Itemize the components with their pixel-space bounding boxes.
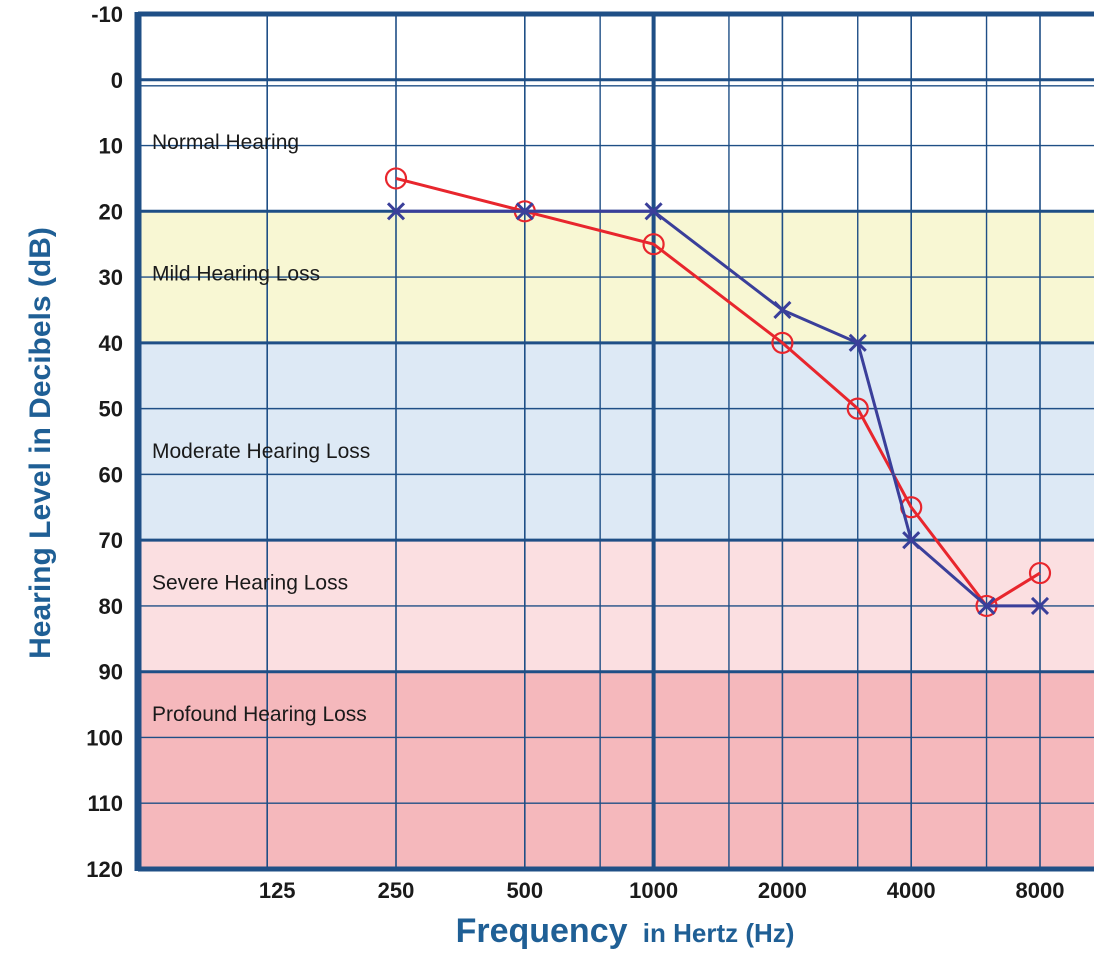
y-tick-labels: -10 0 10 20 30 40 50 60 70 80 90 100 110 120 (86, 2, 123, 882)
y-tick-label-9: 80 (99, 594, 123, 619)
y-tick-label-1: 0 (111, 68, 123, 93)
series-0-point-0 (384, 167, 408, 190)
series-0-line (395, 176, 1041, 608)
y-tick-label-6: 50 (99, 397, 123, 422)
series-0-point-2 (642, 233, 665, 256)
series-0-point-3 (771, 331, 794, 354)
zone-label-2: Moderate Hearing Loss (152, 440, 370, 463)
y-tick-label-0: -10 (91, 2, 123, 27)
series-1-point-1 (515, 202, 534, 221)
x-tick-label-1: 250 (378, 878, 415, 903)
zone-band-4 (138, 671, 1094, 869)
x-axis-label: Frequency in Hertz (Hz) (456, 912, 795, 950)
series-1-point-3 (773, 300, 792, 320)
data-series (384, 167, 1052, 618)
series-1-point-6 (977, 596, 996, 615)
zone-label-4: Profound Hearing Loss (152, 703, 367, 726)
x-tick-label-2: 500 (506, 878, 543, 903)
y-tick-label-7: 60 (99, 462, 123, 487)
x-tick-labels: 125 250 500 1000 2000 4000 8000 (259, 878, 1065, 903)
x-tick-label-6: 8000 (1016, 878, 1065, 903)
y-tick-label-5: 40 (99, 331, 123, 356)
y-tick-label-10: 90 (99, 660, 123, 685)
series-1-point-2 (644, 202, 663, 221)
y-tick-label-12: 110 (88, 791, 124, 816)
series-0-point-4 (846, 397, 869, 420)
series-1-point-5 (902, 531, 921, 550)
x-axis-label-rest: in Hertz (Hz) (636, 918, 795, 948)
plot-frame (134, 11, 1094, 872)
zone-label-3: Severe Hearing Loss (152, 571, 348, 594)
series-1-point-4 (848, 333, 867, 352)
x-axis-label-main: Frequency (456, 912, 628, 950)
zone-label-0: Normal Hearing (152, 131, 299, 154)
x-tick-label-3: 1000 (629, 878, 678, 903)
grid-lines (138, 12, 1094, 871)
series-1-point-7 (1030, 596, 1050, 615)
y-tick-label-2: 10 (99, 134, 123, 159)
x-tick-label-4: 2000 (758, 878, 807, 903)
y-tick-label-8: 70 (99, 528, 123, 553)
zone-label-1: Mild Hearing Loss (152, 262, 320, 285)
series-1-point-0 (386, 202, 406, 221)
y-tick-label-13: 120 (86, 857, 123, 882)
y-tick-label-4: 30 (99, 265, 123, 290)
x-tick-label-0: 125 (259, 878, 296, 903)
y-axis-label: Hearing Level in Decibels (dB) (24, 227, 57, 659)
series-0-point-7 (1028, 561, 1052, 585)
series-1-line (396, 209, 1040, 608)
zone-band-2 (138, 342, 1094, 541)
zone-labels: Normal Hearing Mild Hearing Loss Moderate … (152, 131, 370, 726)
y-tick-label-11: 100 (86, 725, 123, 750)
x-tick-label-5: 4000 (887, 878, 936, 903)
zone-band-top (138, 14, 1094, 80)
y-tick-label-3: 20 (99, 199, 123, 224)
